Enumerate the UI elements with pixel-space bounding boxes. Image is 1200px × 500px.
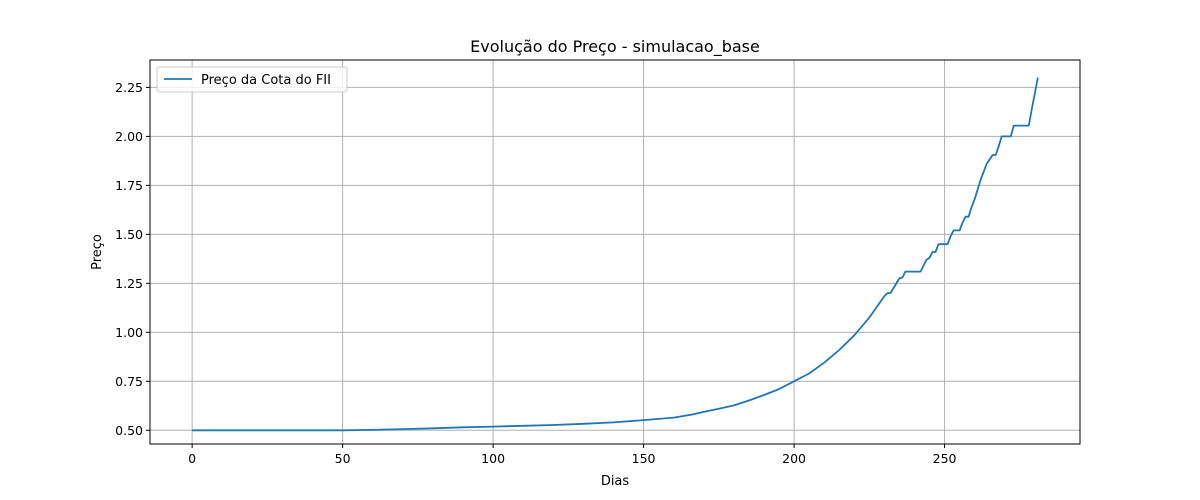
y-tick-label: 1.25 bbox=[115, 276, 143, 291]
x-tick-label: 0 bbox=[188, 451, 196, 466]
chart-title: Evolução do Preço - simulacao_base bbox=[470, 37, 760, 57]
y-axis-label: Preço bbox=[90, 234, 105, 270]
y-tick-label: 2.25 bbox=[115, 80, 143, 95]
x-tick-label: 150 bbox=[632, 451, 656, 466]
x-tick-label: 200 bbox=[782, 451, 806, 466]
y-tick-label: 1.75 bbox=[115, 178, 143, 193]
series-line-preco-cota bbox=[192, 77, 1039, 432]
x-axis-label: Dias bbox=[601, 474, 630, 489]
x-axis-ticks: 0 50 100 150 200 250 bbox=[188, 444, 957, 466]
y-tick-label: 1.00 bbox=[115, 325, 143, 340]
legend-box bbox=[156, 66, 348, 93]
y-tick-label: 0.75 bbox=[115, 374, 143, 389]
x-tick-label: 50 bbox=[335, 451, 351, 466]
x-tick-label: 250 bbox=[933, 451, 957, 466]
plot-series bbox=[192, 77, 1039, 432]
y-tick-label: 2.00 bbox=[115, 129, 143, 144]
x-tick-label: 100 bbox=[481, 451, 505, 466]
y-axis-ticks: 0.50 0.75 1.00 1.25 1.50 1.75 2.00 2.25 bbox=[115, 80, 150, 438]
y-tick-label: 0.50 bbox=[115, 423, 143, 438]
y-tick-label: 1.50 bbox=[115, 227, 143, 242]
plot-area-frame bbox=[149, 59, 1081, 445]
grid-lines bbox=[150, 60, 1080, 444]
legend: Preço da Cota do FII bbox=[156, 66, 348, 93]
legend-label: Preço da Cota do FII bbox=[201, 73, 331, 88]
